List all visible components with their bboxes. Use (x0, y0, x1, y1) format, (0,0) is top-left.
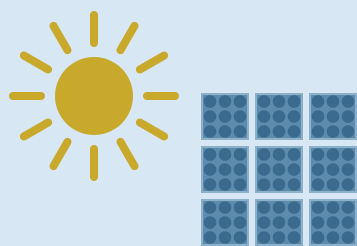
panel-cell (204, 163, 217, 176)
panel-cell (327, 201, 340, 214)
panel-cell (342, 178, 355, 191)
panel-cell (312, 125, 325, 138)
panel-cell (342, 216, 355, 229)
panel-cell (258, 216, 271, 229)
panel-cell (234, 125, 247, 138)
panel-cell (219, 125, 232, 138)
sun-disc (55, 57, 133, 135)
panel-cell (312, 201, 325, 214)
panel-cell (234, 216, 247, 229)
panel-cell (273, 148, 286, 161)
panel-cell (204, 95, 217, 108)
panel-cell (312, 95, 325, 108)
panel-cell (219, 201, 232, 214)
panel-cell (288, 110, 301, 123)
panel-cell (288, 216, 301, 229)
panel-cell (258, 125, 271, 138)
panel-cell (288, 95, 301, 108)
panel-cell (288, 125, 301, 138)
panel-cell (219, 178, 232, 191)
panel-cell (204, 148, 217, 161)
panel-cell (273, 95, 286, 108)
panel-cell (327, 125, 340, 138)
panel-cell (258, 178, 271, 191)
illustration (0, 0, 357, 246)
panel-cell (342, 125, 355, 138)
panel-cell (258, 163, 271, 176)
panel-cell (288, 178, 301, 191)
page: (() => { const svg = document.getElement… (0, 0, 357, 246)
panel-cell (219, 95, 232, 108)
panel-cell (219, 110, 232, 123)
panel-cell (342, 201, 355, 214)
panel-cell (312, 110, 325, 123)
panel-cell (219, 216, 232, 229)
panel-cell (288, 163, 301, 176)
panel-cell (219, 231, 232, 244)
solar-panel (201, 93, 249, 140)
panel-cell (204, 125, 217, 138)
panel-cell (258, 110, 271, 123)
panel-cell (273, 163, 286, 176)
panel-cell (273, 110, 286, 123)
panel-cell (258, 201, 271, 214)
panel-cell (219, 148, 232, 161)
panel-cell (312, 163, 325, 176)
panel-cell (234, 148, 247, 161)
panel-cell (312, 231, 325, 244)
panel-cell (273, 178, 286, 191)
panel-cell (288, 201, 301, 214)
panel-cell (204, 110, 217, 123)
panel-cell (327, 95, 340, 108)
panel-cell (234, 178, 247, 191)
panel-cell (234, 231, 247, 244)
panel-cell (327, 148, 340, 161)
panel-cell (258, 231, 271, 244)
panel-cell (258, 148, 271, 161)
panel-cell (204, 201, 217, 214)
panel-cell (327, 110, 340, 123)
panel-cell (342, 95, 355, 108)
solar-panel (309, 146, 357, 193)
panel-cell (327, 216, 340, 229)
panel-cell (288, 231, 301, 244)
panel-cell (312, 148, 325, 161)
panel-cell (234, 110, 247, 123)
panel-cell (327, 231, 340, 244)
solar-panel (309, 199, 357, 246)
panel-cell (234, 201, 247, 214)
panel-cell (234, 95, 247, 108)
solar-panel (201, 146, 249, 193)
background (0, 0, 357, 246)
panel-cell (342, 110, 355, 123)
panel-cell (273, 216, 286, 229)
panel-cell (204, 231, 217, 244)
panel-cell (273, 125, 286, 138)
solar-panels (201, 93, 357, 246)
panel-cell (273, 201, 286, 214)
panel-cell (342, 163, 355, 176)
solar-panel (255, 199, 303, 246)
solar-panel (201, 199, 249, 246)
panel-cell (342, 148, 355, 161)
panel-cell (312, 216, 325, 229)
panel-cell (342, 231, 355, 244)
panel-cell (327, 178, 340, 191)
panel-cell (327, 163, 340, 176)
panel-cell (219, 163, 232, 176)
panel-cell (234, 163, 247, 176)
panel-cell (204, 178, 217, 191)
solar-panel (309, 93, 357, 140)
panel-cell (312, 178, 325, 191)
panel-cell (273, 231, 286, 244)
panel-cell (258, 95, 271, 108)
solar-panel (255, 146, 303, 193)
panel-cell (288, 148, 301, 161)
solar-panel (255, 93, 303, 140)
panel-cell (204, 216, 217, 229)
